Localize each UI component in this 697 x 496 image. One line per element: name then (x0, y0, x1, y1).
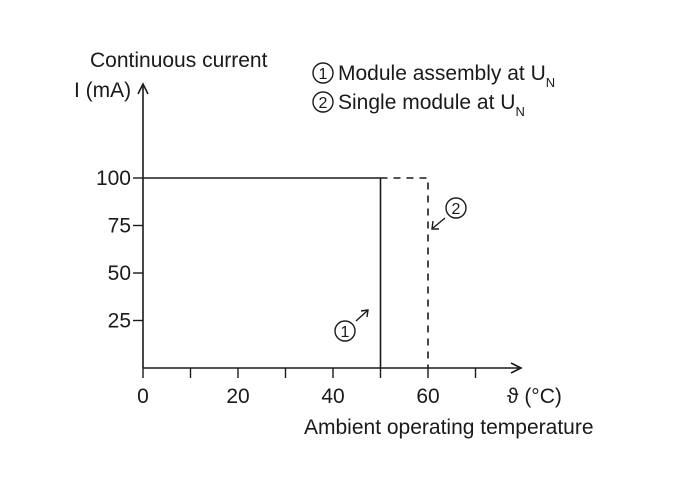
y-tick-label-25: 25 (108, 310, 131, 333)
series-2-pointer-arrowhead (431, 220, 439, 230)
legend-item-1-label-main: Module assembly at U (338, 62, 546, 85)
series-1-marker: 1 (334, 309, 369, 342)
y-axis-title-line1: Continuous current (90, 49, 268, 72)
y-tick-label-75: 75 (108, 215, 131, 238)
x-axis-unit-label: ϑ (°C) (507, 385, 562, 408)
legend: 1 Module assembly at UN 2 Single module … (312, 62, 555, 119)
legend-item-2-label-main: Single module at U (338, 91, 515, 114)
x-tick-label-60: 60 (416, 385, 439, 408)
series-1-pointer-arrow (355, 310, 368, 322)
legend-item-2-number: 2 (319, 95, 328, 112)
legend-item-1-number: 1 (319, 66, 328, 83)
x-axis-arrowhead (510, 362, 523, 374)
y-tick-labels: 25 50 75 100 (96, 167, 131, 333)
legend-item-2-label: Single module at UN (338, 91, 525, 119)
series-2-marker-circle (445, 197, 467, 219)
y-tick-label-50: 50 (108, 262, 131, 285)
series-2-line (380, 177, 429, 368)
series-2-marker-number: 2 (452, 201, 461, 218)
series-1-pointer-arrowhead (360, 309, 369, 318)
y-axis-title-line2: I (mA) (74, 79, 131, 102)
y-tick-label-100: 100 (96, 167, 131, 190)
x-ticks (142, 368, 477, 378)
legend-item-2-circle (312, 91, 334, 113)
x-tick-label-40: 40 (321, 385, 344, 408)
x-tick-label-20: 20 (226, 385, 249, 408)
y-ticks (133, 177, 143, 322)
series-lines (143, 177, 429, 368)
legend-item-2-label-sub: N (515, 104, 524, 119)
legend-item-1-label-sub: N (546, 75, 555, 90)
legend-item-1: 1 Module assembly at UN (312, 62, 555, 90)
legend-item-1-circle (312, 62, 334, 84)
x-axis-title: Ambient operating temperature (304, 416, 594, 439)
series-1-marker-number: 1 (341, 324, 350, 341)
series-2-pointer-arrow (432, 217, 446, 229)
x-tick-label-0: 0 (137, 385, 149, 408)
series-2-marker: 2 (431, 197, 467, 230)
legend-item-1-label: Module assembly at UN (338, 62, 555, 90)
legend-item-2: 2 Single module at UN (312, 91, 525, 119)
x-tick-labels: 0 20 40 60 (137, 385, 440, 408)
series-1-marker-circle (334, 320, 356, 342)
y-axis-arrowhead (137, 82, 149, 95)
